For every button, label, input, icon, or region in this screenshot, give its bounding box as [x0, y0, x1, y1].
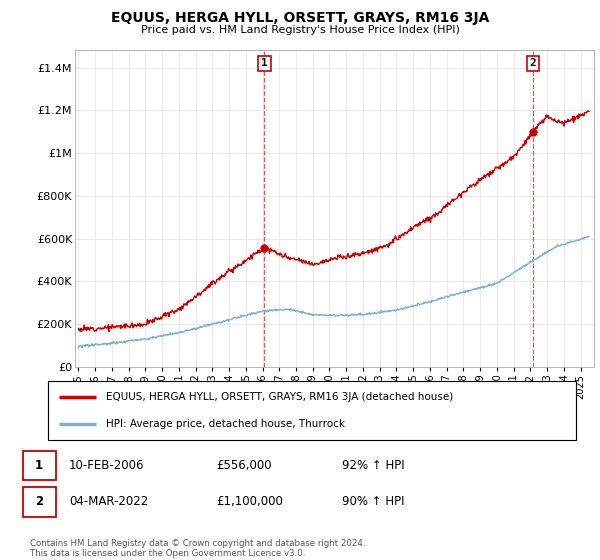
FancyBboxPatch shape [23, 451, 56, 480]
Text: 92% ↑ HPI: 92% ↑ HPI [342, 459, 404, 472]
Text: 1: 1 [261, 58, 268, 68]
Text: 10-FEB-2006: 10-FEB-2006 [69, 459, 145, 472]
Text: EQUUS, HERGA HYLL, ORSETT, GRAYS, RM16 3JA (detached house): EQUUS, HERGA HYLL, ORSETT, GRAYS, RM16 3… [106, 391, 454, 402]
Text: Price paid vs. HM Land Registry's House Price Index (HPI): Price paid vs. HM Land Registry's House … [140, 25, 460, 35]
Text: EQUUS, HERGA HYLL, ORSETT, GRAYS, RM16 3JA: EQUUS, HERGA HYLL, ORSETT, GRAYS, RM16 3… [111, 11, 489, 25]
Text: Contains HM Land Registry data © Crown copyright and database right 2024.
This d: Contains HM Land Registry data © Crown c… [30, 539, 365, 558]
Text: £556,000: £556,000 [216, 459, 272, 472]
Text: 04-MAR-2022: 04-MAR-2022 [69, 495, 148, 508]
Text: £1,100,000: £1,100,000 [216, 495, 283, 508]
FancyBboxPatch shape [23, 487, 56, 516]
Text: 2: 2 [35, 495, 43, 508]
Text: HPI: Average price, detached house, Thurrock: HPI: Average price, detached house, Thur… [106, 419, 345, 429]
Text: 1: 1 [35, 459, 43, 472]
Text: 90% ↑ HPI: 90% ↑ HPI [342, 495, 404, 508]
Text: 2: 2 [530, 58, 536, 68]
